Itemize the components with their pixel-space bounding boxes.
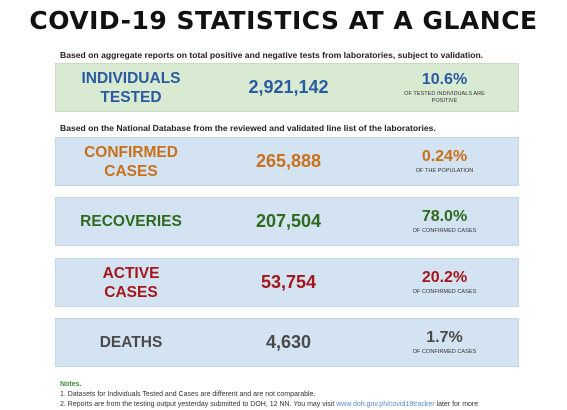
card-value: 2,921,142 (248, 77, 329, 97)
card-label: ACTIVE CASES (102, 264, 160, 301)
notes-title: Notes. (60, 381, 82, 388)
tracker-link[interactable]: www.doh.gov.ph/covid19tracker (336, 401, 435, 408)
card-percent: 78.0% (421, 208, 468, 225)
note-line-2-end: later for more (436, 401, 479, 408)
card-confirmed-cases: CONFIRMED CASES 265,888 0.24% OF THE POP… (55, 137, 519, 186)
card-percent-caption: OF TESTED INDIVIDUALS ARE POSITIVE (404, 90, 485, 104)
card-percent-group: 0.24% OF THE POPULATION (371, 148, 518, 175)
card-percent-group: 1.7% OF CONFIRMED CASES (371, 329, 518, 356)
card-percent-group: 20.2% OF CONFIRMED CASES (371, 269, 518, 296)
card-value: 207,504 (255, 211, 322, 231)
card-value: 53,754 (260, 272, 317, 292)
card-active-cases: ACTIVE CASES 53,754 20.2% OF CONFIRMED C… (55, 258, 519, 307)
card-value: 4,630 (265, 332, 312, 352)
intro-database-note: Based on the National Database from the … (60, 123, 436, 133)
card-percent: 1.7% (426, 329, 463, 346)
note-line-2-text: 2. Reports are from the testing output y… (60, 401, 335, 408)
card-deaths: DEATHS 4,630 1.7% OF CONFIRMED CASES (55, 318, 519, 367)
card-percent-group: 10.6% OF TESTED INDIVIDUALS ARE POSITIVE (371, 71, 518, 105)
card-recoveries: RECOVERIES 207,504 78.0% OF CONFIRMED CA… (55, 197, 519, 246)
card-percent: 0.24% (421, 148, 468, 165)
card-label: DEATHS (99, 334, 163, 351)
card-label: INDIVIDUALS TESTED (81, 69, 181, 106)
card-individuals-tested: INDIVIDUALS TESTED 2,921,142 10.6% OF TE… (55, 63, 519, 112)
card-label: CONFIRMED CASES (84, 143, 178, 180)
card-percent-group: 78.0% OF CONFIRMED CASES (371, 208, 518, 235)
card-percent-caption: OF CONFIRMED CASES (412, 289, 477, 295)
note-line-1: 1. Datasets for Individuals Tested and C… (60, 391, 316, 398)
page-title: COVID-19 STATISTICS AT A GLANCE (29, 6, 538, 35)
card-percent-caption: OF THE POPULATION (415, 168, 474, 174)
notes-section: Notes. 1. Datasets for Individuals Teste… (60, 380, 478, 410)
intro-testing-note: Based on aggregate reports on total posi… (60, 50, 484, 60)
card-value: 265,888 (255, 151, 322, 171)
card-percent: 10.6% (421, 70, 468, 88)
card-percent-caption: OF CONFIRMED CASES (412, 228, 477, 234)
card-label: RECOVERIES (80, 213, 182, 230)
card-percent: 20.2% (421, 269, 468, 286)
card-percent-caption: OF CONFIRMED CASES (412, 349, 477, 355)
note-line-2: 2. Reports are from the testing output y… (60, 400, 478, 410)
